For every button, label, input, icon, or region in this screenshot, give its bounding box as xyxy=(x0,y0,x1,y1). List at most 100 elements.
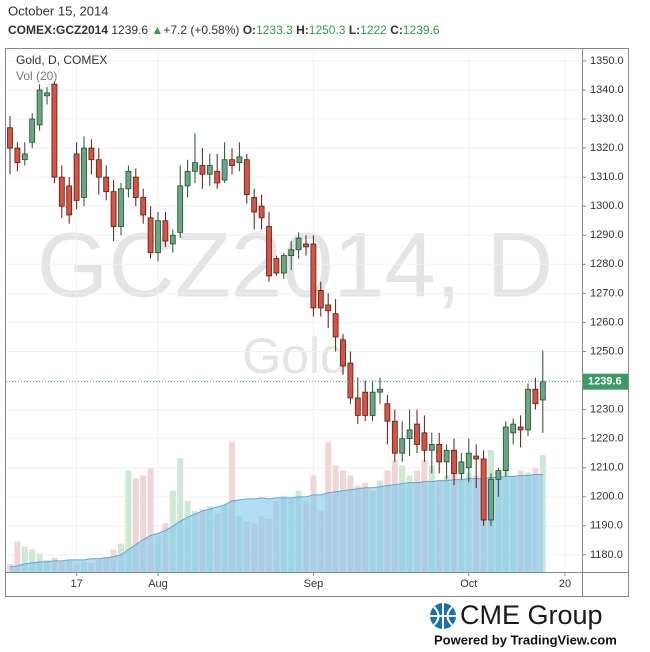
l-label: L: xyxy=(349,23,360,37)
date: October 15, 2014 xyxy=(8,3,108,18)
candle-body xyxy=(184,170,191,187)
candle-body xyxy=(221,159,228,181)
candle-body xyxy=(66,185,73,216)
candle-body xyxy=(347,362,354,399)
candle-body xyxy=(73,153,80,201)
candle-body xyxy=(95,159,102,178)
y-tick-label: 1350.0 xyxy=(590,55,624,67)
candle-body xyxy=(229,159,235,166)
candle-body xyxy=(362,391,369,416)
y-tick-label: 1300.0 xyxy=(590,200,624,212)
symbol: COMEX:GCZ2014 xyxy=(8,23,108,37)
y-tick-label: 1340.0 xyxy=(590,84,624,96)
candle-body xyxy=(303,243,309,248)
y-tick-label: 1270.0 xyxy=(590,287,624,299)
candle-body xyxy=(399,438,406,454)
high-value: 1250.3 xyxy=(309,23,346,37)
y-tick-label: 1250.0 xyxy=(590,345,624,357)
candle-body xyxy=(525,388,531,431)
candle-body xyxy=(199,165,206,175)
last-price: 1239.6 xyxy=(111,23,148,37)
candle-body xyxy=(406,429,413,440)
x-tick-label: Sep xyxy=(304,578,324,590)
candle-body xyxy=(273,258,280,274)
y-tick-label: 1280.0 xyxy=(590,258,624,270)
y-tick-label: 1320.0 xyxy=(590,142,624,154)
candle-body xyxy=(436,444,443,463)
candle-body xyxy=(473,455,480,460)
candle-body xyxy=(377,388,383,393)
x-tick-label: 20 xyxy=(559,578,571,590)
close-value: 1239.6 xyxy=(403,23,440,37)
candle-body xyxy=(539,381,546,401)
logo: CME Group Powered by TradingView.com xyxy=(430,600,617,647)
candle-body xyxy=(110,191,117,227)
candle-body xyxy=(458,461,465,474)
candle-body xyxy=(280,255,287,274)
candle-body xyxy=(88,147,95,161)
candle-body xyxy=(369,391,376,416)
candle-body xyxy=(177,185,184,233)
watermark-sub: Gold xyxy=(242,328,348,384)
candle-body xyxy=(251,197,258,213)
brand: CME Group xyxy=(460,600,603,630)
candle-body xyxy=(14,147,21,164)
x-tick-label: Aug xyxy=(148,578,168,590)
y-tick-label: 1230.0 xyxy=(590,403,624,415)
logo-globe-lines xyxy=(430,603,456,629)
candle-body xyxy=(36,89,43,126)
x-tick-label: 17 xyxy=(70,578,82,590)
chart-frame xyxy=(5,48,629,597)
candle-body xyxy=(428,444,435,451)
volume-bar xyxy=(21,546,28,572)
last-price-box xyxy=(583,373,628,390)
candle-body xyxy=(384,403,391,422)
candle-body xyxy=(51,83,58,178)
y-tick-label: 1220.0 xyxy=(590,433,624,445)
y-tick-label: 1190.0 xyxy=(590,520,623,532)
candle-body xyxy=(443,449,450,463)
candle-body xyxy=(495,470,502,480)
volume-legend: Vol (20) xyxy=(16,69,57,83)
watermark: GCZ2014, D xyxy=(37,214,553,316)
candle-body xyxy=(118,188,124,227)
volume-ma-fill xyxy=(10,474,543,572)
candle-body xyxy=(147,217,154,254)
candle-body xyxy=(21,153,28,161)
candle-body xyxy=(125,170,132,190)
candle-body xyxy=(266,226,272,277)
volume-bar xyxy=(125,470,132,572)
powered-by: Powered by TradingView.com xyxy=(434,632,617,647)
candle-body xyxy=(295,237,302,251)
low-value: 1222 xyxy=(360,23,387,37)
legend-title: Gold, D, COMEX xyxy=(16,53,107,67)
candle-body xyxy=(243,159,250,195)
candle-body xyxy=(236,156,243,164)
header-line: COMEX:GCZ2014 1239.6 ▲+7.2 (+0.58%) O:12… xyxy=(8,23,440,37)
volume-bar xyxy=(14,541,21,572)
y-tick-label: 1210.0 xyxy=(590,462,624,474)
candle-body xyxy=(310,243,317,309)
candle-body xyxy=(340,339,346,367)
change: +7.2 (+0.58%) xyxy=(163,23,239,37)
volume-bar xyxy=(140,475,147,572)
candle-body xyxy=(325,304,332,312)
candle-body xyxy=(155,220,161,254)
last-price-label: 1239.6 xyxy=(588,376,622,388)
y-tick-label: 1310.0 xyxy=(590,171,624,183)
candle-body xyxy=(140,197,147,216)
y-tick-label: 1330.0 xyxy=(590,113,624,125)
volume-bar xyxy=(147,468,154,572)
y-tick-label: 1260.0 xyxy=(590,316,624,328)
candle-body xyxy=(132,176,139,198)
h-label: H: xyxy=(296,23,309,37)
candle-body xyxy=(103,176,110,193)
candle-body xyxy=(354,397,361,416)
y-tick-label: 1290.0 xyxy=(590,229,624,241)
candle-body xyxy=(517,426,524,431)
candle-body xyxy=(332,313,339,338)
volume-bar xyxy=(132,478,139,572)
candle-body xyxy=(288,249,295,256)
